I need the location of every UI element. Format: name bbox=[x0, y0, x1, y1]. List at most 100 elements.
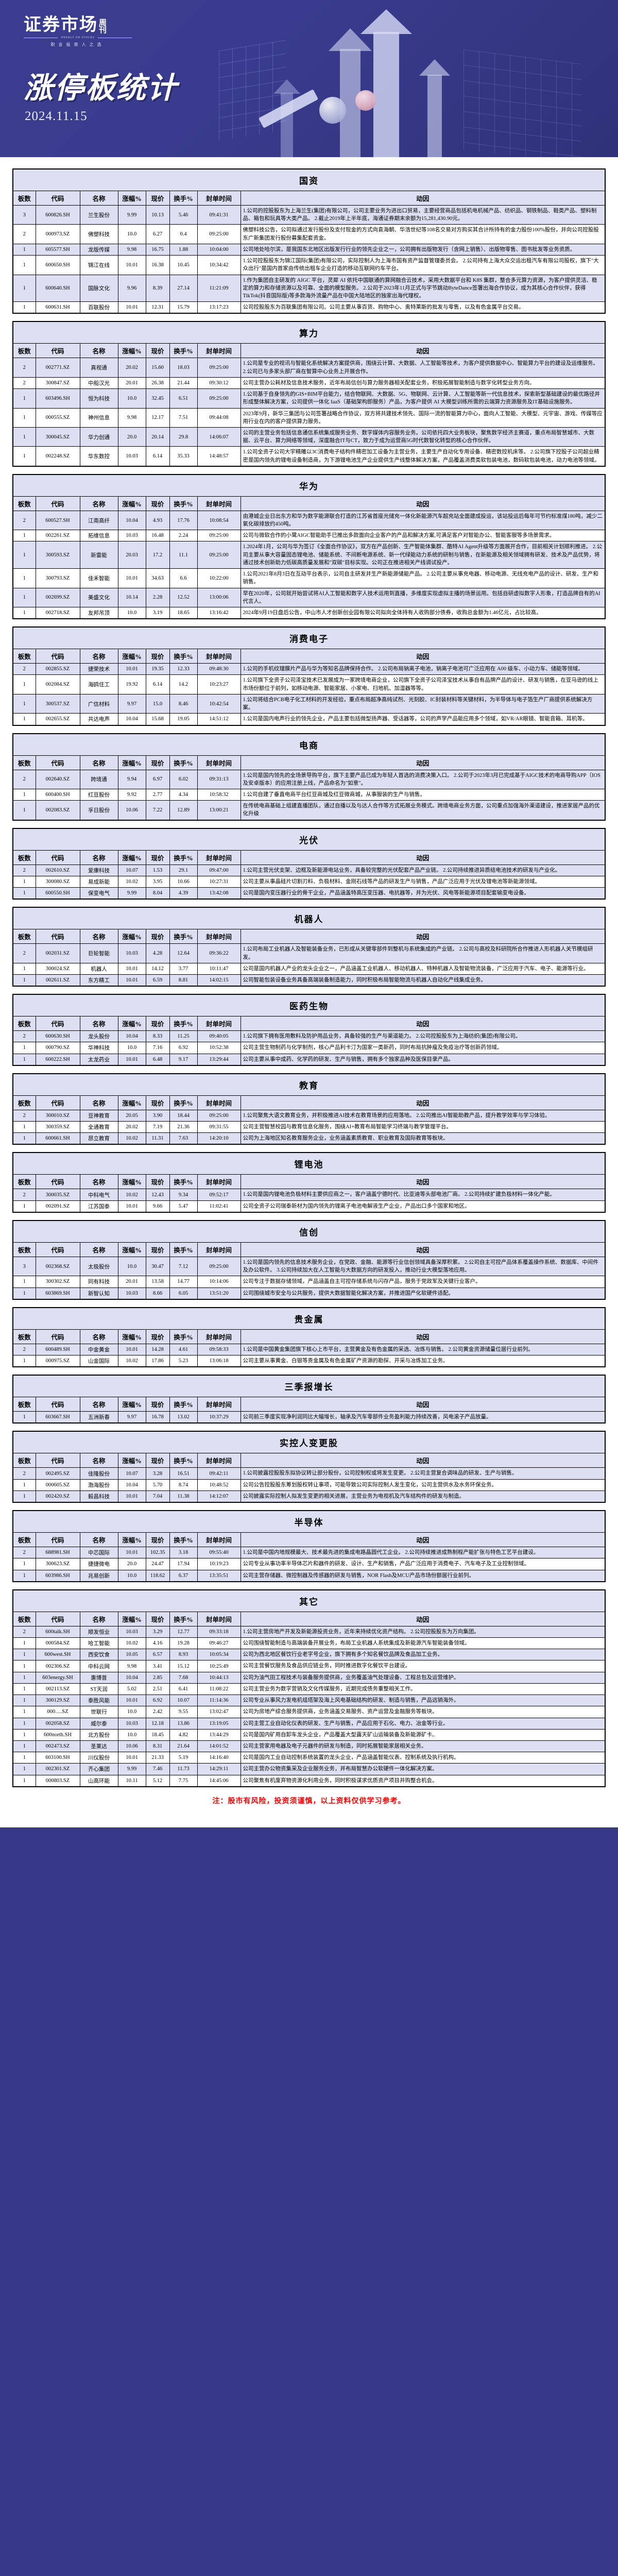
cell-turnover: 10.45 bbox=[169, 255, 198, 275]
table-row: 1 002611.SZ 东方精工 10.01 6.59 8.81 14:02:15 公司智能包… bbox=[12, 974, 606, 987]
table-row: 1 300359.SZ 全通教育 20.02 7.19 21.36 09:31:55 公司主营… bbox=[12, 1121, 606, 1133]
cell-turnover: 12.33 bbox=[169, 663, 198, 675]
cell-turnover: 11.1 bbox=[169, 541, 198, 569]
column-header-name: 名称 bbox=[79, 755, 118, 770]
cell-change: 10.0 bbox=[117, 224, 146, 244]
cell-time: 11:14:36 bbox=[197, 1694, 241, 1707]
column-header-turnover: 换手% bbox=[169, 1016, 198, 1031]
cell-price: 13.58 bbox=[145, 1276, 170, 1288]
column-header-code: 代码 bbox=[35, 1242, 80, 1257]
column-header-change: 涨幅% bbox=[117, 1532, 146, 1548]
cell-price: 2.42 bbox=[145, 1706, 170, 1718]
table-row: 1 300129.SZ 泰胜风能 10.01 6.92 10.07 11:14:36 公司专业… bbox=[12, 1694, 606, 1707]
cell-desc: 公司为西北地区餐饮行业老字号企业，旗下拥有多个知名餐饮品牌及食品加工业务。 bbox=[240, 1649, 606, 1661]
column-header-reason: 动因 bbox=[240, 1095, 606, 1110]
cell-desc: 1.公司布局工业机器人及智能装备业务，已形成从关键零部件到整机与系统集成的产业链… bbox=[240, 943, 606, 963]
table-row: 1 600222.SH 太龙药业 10.01 6.48 9.17 13:29:44 公司主要从… bbox=[12, 1053, 606, 1066]
column-header-seal_time: 封单时间 bbox=[197, 755, 241, 770]
column-header-seal_time: 封单时间 bbox=[197, 1611, 241, 1626]
cell-change: 9.94 bbox=[117, 769, 146, 789]
cell-desc: 1.公司旗下全资子公司泽宝技术已发展成为一家跨境电商企业，公司旗下全资子公司泽宝… bbox=[240, 674, 606, 694]
table-row: 2 002610.SZ 爱康科技 10.07 1.53 29.1 09:47:00 1.公司主… bbox=[12, 864, 606, 876]
cell-change: 10.02 bbox=[117, 1637, 146, 1650]
cell-boards: 1 bbox=[12, 568, 36, 588]
column-header-boards: 板数 bbox=[12, 755, 36, 770]
grid-decor-left bbox=[219, 40, 286, 141]
cell-desc: 公司为上海地区知名教育服务企业，业务涵盖素质教育、职业教育及国际教育等板块。 bbox=[240, 1132, 606, 1145]
column-header-seal_time: 封单时间 bbox=[197, 1242, 241, 1257]
cell-name: 太极股份 bbox=[79, 1256, 118, 1277]
cell-time: 10:48:52 bbox=[197, 1479, 241, 1491]
cell-name: 圣莱达 bbox=[79, 1740, 118, 1753]
cell-code: 002655.SZ bbox=[35, 713, 80, 726]
cell-time: 11:08:22 bbox=[197, 1683, 241, 1696]
cell-turnover: 5.46 bbox=[169, 205, 198, 225]
cell-boards: 1 bbox=[12, 713, 36, 726]
cell-turnover: 7.75 bbox=[169, 1774, 198, 1787]
cell-name: 渤海股份 bbox=[79, 1479, 118, 1491]
table-row: 1 000….SZ 世联行 10.0 2.42 9.55 13:02:47 公司为房地产综合服… bbox=[12, 1706, 606, 1718]
cell-time: 09:52:17 bbox=[197, 1189, 241, 1201]
cell-price: 4.93 bbox=[145, 510, 170, 531]
cell-turnover: 10.66 bbox=[169, 875, 198, 888]
cell-name: 佳隆股份 bbox=[79, 1467, 118, 1480]
table-row: 2 002855.SZ 捷荣技术 10.01 19.35 12.33 09:48:30 1.公… bbox=[12, 663, 606, 675]
cell-code: 000975.SZ bbox=[35, 1355, 80, 1367]
cell-price: 3.41 bbox=[145, 1660, 170, 1672]
cell-change: 10.0 bbox=[117, 388, 146, 409]
table-row: 1 000975.SZ 山金国际 10.02 17.86 5.23 13:06:18 公司主要… bbox=[12, 1355, 606, 1367]
section-title: 锂电池 bbox=[12, 1152, 606, 1175]
cell-time: 09:46:27 bbox=[197, 1637, 241, 1650]
cell-turnover: 5.47 bbox=[169, 1200, 198, 1213]
cell-code: 300045.SZ bbox=[35, 427, 80, 447]
column-header-name: 名称 bbox=[79, 649, 118, 664]
cell-desc: 公司是国内变压器行业的骨干企业，产品涵盖特高压变压器、电抗器等，并为光伏、风电等… bbox=[240, 887, 606, 900]
cell-price: 8.31 bbox=[145, 1740, 170, 1753]
grid-decor-right bbox=[464, 49, 582, 157]
table-row: 1 600400.SH 红豆股份 9.92 2.77 4.34 10:58:32 1.公司自建… bbox=[12, 788, 606, 801]
column-header-seal_time: 封单时间 bbox=[197, 191, 241, 206]
cell-boards: 1 bbox=[12, 1660, 36, 1672]
cell-code: 000605.SZ bbox=[35, 1479, 80, 1491]
column-header-price: 现价 bbox=[145, 1016, 170, 1031]
cell-turnover: 1.88 bbox=[169, 243, 198, 256]
cell-time: 09:31:13 bbox=[197, 769, 241, 789]
cell-boards: 1 bbox=[12, 408, 36, 428]
cell-name: 华神科技 bbox=[79, 1042, 118, 1054]
cell-turnover: 6.37 bbox=[169, 1569, 198, 1582]
column-header-price: 现价 bbox=[145, 1453, 170, 1468]
cell-price: 6.92 bbox=[145, 1694, 170, 1707]
column-header-reason: 动因 bbox=[240, 1611, 606, 1626]
cell-name: 真视通 bbox=[79, 358, 118, 378]
cell-turnover: 35.33 bbox=[169, 446, 198, 467]
cell-desc: 1.公司是专业的视讯与智能化系统解决方案提供商，围绕云计算、大数据、人工智能等技… bbox=[240, 358, 606, 378]
column-header-code: 代码 bbox=[35, 1453, 80, 1468]
cell-price: 15.0 bbox=[145, 693, 170, 714]
cell-code: 300359.SZ bbox=[35, 1121, 80, 1133]
cell-desc: 公司围绕智能制造与高端装备开展业务，布局工业机器人系统集成及新能源汽车智能装备领… bbox=[240, 1637, 606, 1650]
column-header-code: 代码 bbox=[35, 1174, 80, 1190]
column-header-turnover: 换手% bbox=[169, 649, 198, 664]
section-table: 医药生物 板数 代码 名称 涨幅% 现价 换手% 封单时间 动因 2 600630.SH 龙头股份 10… bbox=[12, 994, 606, 1066]
cell-time: 14:06:07 bbox=[197, 427, 241, 447]
cell-desc: 1.公司的控股股东为上海兰生(集团)有限公司，公司主要业务为进出口贸易，主要经营… bbox=[240, 205, 606, 225]
cell-change: 10.0 bbox=[117, 607, 146, 619]
cell-price: 16.38 bbox=[145, 255, 170, 275]
cell-desc: 1.2024年1月，公司与华为签订《全面合作协议》，双方在产品创新、生产智能体集… bbox=[240, 541, 606, 569]
cell-desc: 公司专业从事功率半导体芯片和器件的研发、设计、生产和销售，产品广泛应用于消费电子… bbox=[240, 1558, 606, 1570]
cell-desc: 公司主营生物制药与化学制剂，核心产品利卡汀为国家一类新药，同时布局抗肿瘤及免疫治… bbox=[240, 1042, 606, 1054]
cell-boards: 1 bbox=[12, 607, 36, 619]
table-row: 1 002301.SZ 齐心集团 9.99 7.46 11.73 14:29:11 公司主营办… bbox=[12, 1763, 606, 1775]
cell-change: 9.99 bbox=[117, 205, 146, 225]
column-header-seal_time: 封单时间 bbox=[197, 1329, 241, 1344]
column-header-name: 名称 bbox=[79, 1016, 118, 1031]
cell-turnover: 9.17 bbox=[169, 1053, 198, 1066]
column-header-name: 名称 bbox=[79, 343, 118, 359]
column-header-change: 涨幅% bbox=[117, 343, 146, 359]
cell-price: 12.18 bbox=[145, 1717, 170, 1730]
cell-name: 全通教育 bbox=[79, 1121, 118, 1133]
column-header-price: 现价 bbox=[145, 649, 170, 664]
cell-code: 600north.SH bbox=[35, 1728, 80, 1741]
cell-change: 10.03 bbox=[117, 1717, 146, 1730]
column-header-turnover: 换手% bbox=[169, 1532, 198, 1548]
